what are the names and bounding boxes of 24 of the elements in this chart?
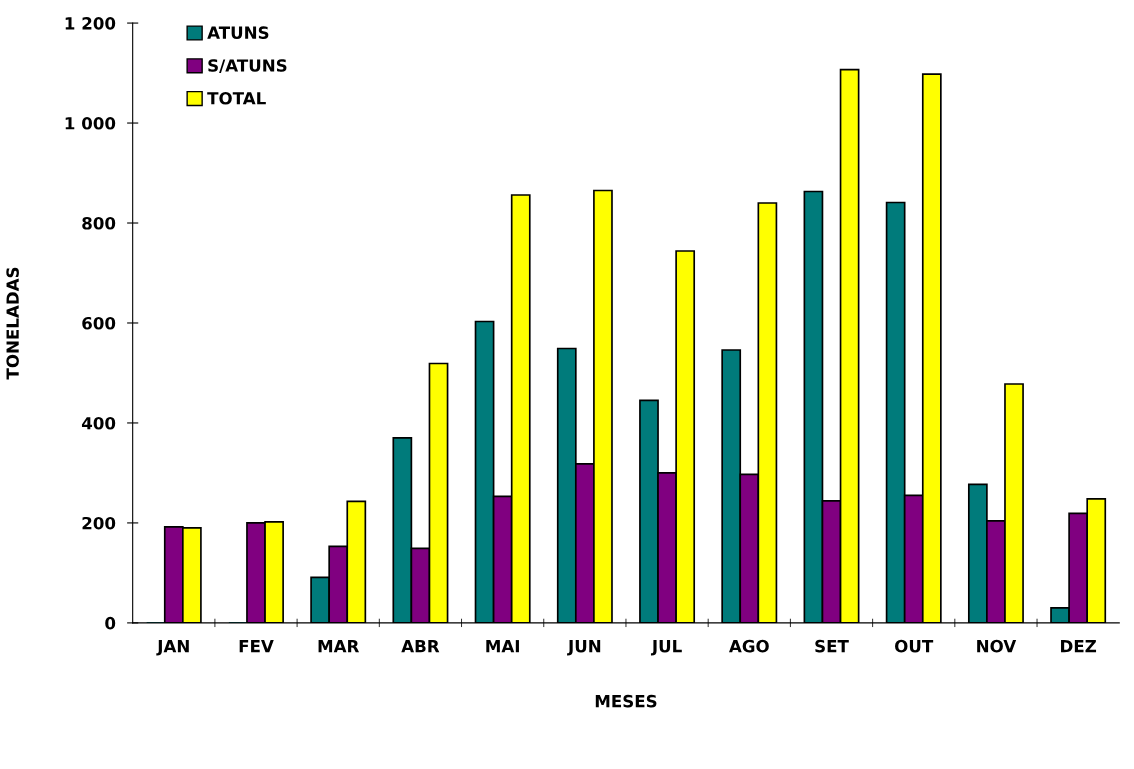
- y-tick-label: 400: [81, 416, 116, 430]
- x-tick-label: SET: [815, 639, 849, 653]
- x-tick-label: ABR: [401, 640, 440, 653]
- x-tick-label: MAI: [486, 640, 519, 653]
- legend-label: ATUNS: [207, 26, 269, 39]
- x-tick-label: JAN: [156, 640, 189, 656]
- y-tick-label: 200: [82, 516, 116, 530]
- x-tick-label: OUT: [895, 639, 934, 653]
- x-tick-label: MAR: [318, 640, 360, 653]
- x-tick-label: JUL: [650, 640, 682, 656]
- legend-label: TOTAL: [207, 91, 266, 105]
- y-axis-title: TONELADAS: [6, 267, 19, 380]
- x-tick-label: FEV: [239, 640, 274, 653]
- y-tick-label: 1 200: [65, 17, 116, 30]
- y-tick-label: 0: [105, 616, 116, 630]
- x-tick-label: DEZ: [1061, 640, 1097, 653]
- x-axis-title: MESES: [595, 694, 657, 708]
- y-tick-label: 1 000: [65, 117, 116, 130]
- x-tick-label: JUN: [567, 640, 601, 656]
- legend-label: S/ATUNS: [208, 59, 287, 74]
- y-tick-label: 800: [82, 216, 116, 230]
- y-tick-label: 600: [82, 316, 116, 330]
- x-tick-label: AGO: [729, 639, 769, 653]
- x-tick-label: NOV: [977, 639, 1017, 653]
